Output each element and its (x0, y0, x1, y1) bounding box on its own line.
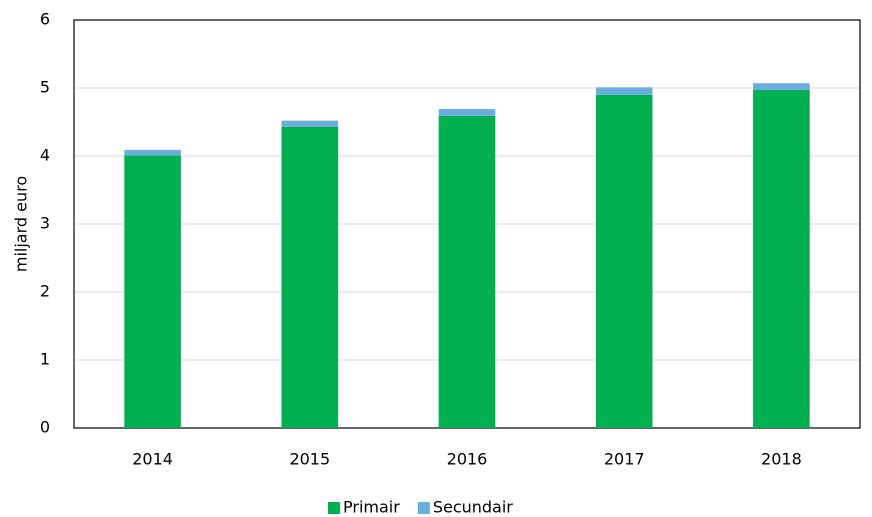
bar-segment (753, 90, 810, 428)
y-tick-label: 3 (40, 214, 50, 233)
bar-segment (753, 83, 810, 91)
bar-segment (438, 109, 496, 116)
bar-segment (281, 126, 339, 428)
bar-segment (438, 115, 496, 428)
legend-label: Secundair (433, 498, 513, 517)
y-axis-title: miljard euro (12, 176, 31, 272)
bar-segment (595, 94, 653, 429)
y-tick-label: 4 (40, 146, 50, 165)
legend-swatch (328, 502, 340, 514)
bar-segment (124, 149, 181, 156)
bar-segment (595, 87, 653, 95)
x-tick-label: 2015 (289, 450, 330, 469)
bar-segment (281, 120, 339, 127)
legend-label: Primair (343, 498, 400, 517)
legend-swatch (417, 502, 430, 514)
x-tick-label: 2014 (132, 450, 173, 469)
y-tick-label: 5 (40, 78, 50, 97)
y-tick-label: 2 (40, 282, 50, 301)
bar-segment (124, 155, 181, 428)
y-tick-label: 1 (40, 350, 50, 369)
x-tick-label: 2017 (604, 450, 645, 469)
y-tick-label: 6 (40, 10, 50, 29)
x-tick-label: 2016 (447, 450, 488, 469)
x-tick-label: 2018 (761, 450, 802, 469)
y-tick-label: 0 (40, 418, 50, 437)
